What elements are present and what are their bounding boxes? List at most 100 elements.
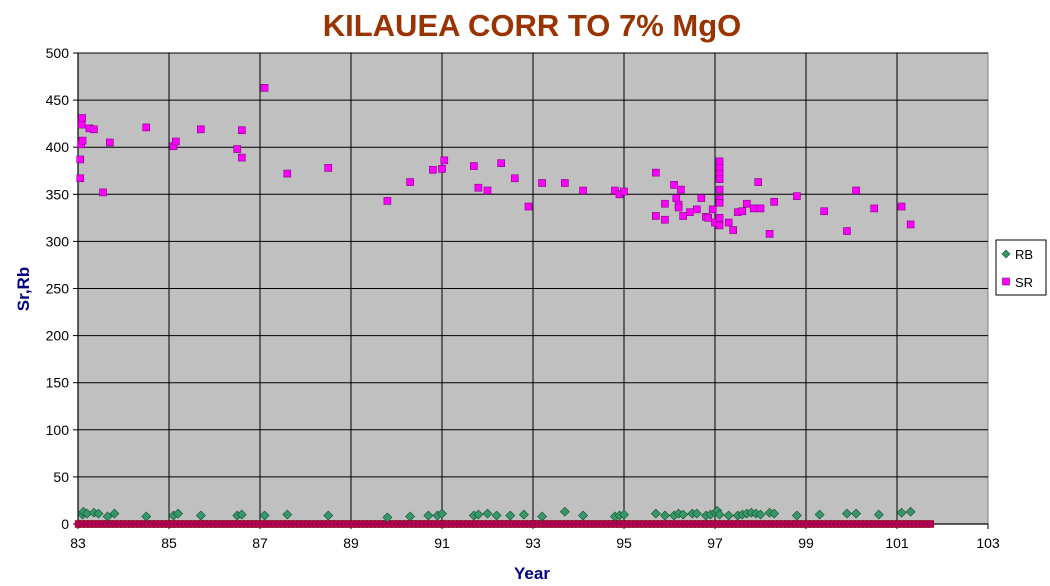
sr-point [238, 126, 246, 135]
rb-point [842, 508, 852, 519]
rb-point [259, 510, 270, 521]
sr-point [724, 218, 733, 227]
sr-point [677, 185, 685, 194]
sr-point [749, 204, 758, 213]
sr-point [440, 156, 449, 165]
x-tick-label: 87 [252, 535, 268, 551]
sr-point [715, 198, 724, 207]
rb-point [102, 511, 113, 522]
legend-sr-label: SR [1015, 275, 1033, 290]
sr-point [106, 138, 114, 147]
tick-labels: 0 50 100 150 200 250 300 350 400 450 500 83 85 87 89 91… [46, 45, 1000, 551]
rb-point [437, 508, 447, 519]
sr-point [715, 157, 724, 166]
sr-point [770, 198, 778, 206]
rb-point [691, 508, 702, 519]
x-tick-label: 99 [798, 535, 814, 551]
rb-point [505, 510, 516, 521]
sr-point [76, 174, 85, 183]
sr-point [793, 192, 801, 200]
sr-point [729, 226, 738, 234]
sr-point [99, 188, 107, 197]
rb-point [537, 511, 548, 522]
sr-point [497, 159, 505, 168]
rb-point [491, 510, 502, 521]
rb-point [769, 508, 780, 519]
sr-point [76, 155, 85, 164]
sr-point [754, 178, 763, 186]
sr-point [561, 179, 569, 187]
rb-point [423, 510, 434, 521]
rb-point [93, 508, 104, 519]
sr-point [474, 183, 483, 192]
sr-point [686, 208, 694, 216]
sr-point [197, 125, 205, 134]
rb-point [109, 508, 120, 519]
y-tick-label: 150 [46, 375, 70, 391]
rb-point [141, 511, 152, 522]
y-tick-label: 250 [46, 281, 70, 297]
sr-point [470, 162, 478, 170]
sr-point [172, 137, 180, 146]
x-tick-label: 97 [707, 535, 723, 551]
rb-point [282, 509, 293, 520]
sr-point [704, 214, 712, 222]
rb-point [650, 508, 661, 519]
y-tick-label: 500 [46, 45, 70, 61]
sr-point [697, 194, 706, 202]
x-axis-title: Year [514, 564, 550, 583]
x-tick-label: 95 [616, 535, 632, 551]
sr-point [283, 169, 292, 178]
sr-point [756, 204, 765, 213]
y-tick-label: 100 [46, 422, 70, 438]
x-tick-label: 101 [885, 535, 909, 551]
sr-point [661, 215, 669, 224]
legend-rb-label: RB [1015, 247, 1033, 262]
sr-point [90, 125, 98, 134]
rb-point [518, 509, 529, 520]
rb-point [851, 508, 861, 519]
sr-point [538, 179, 546, 187]
data-points [74, 84, 935, 528]
sr-point [510, 174, 519, 183]
sr-point [692, 205, 701, 214]
sr-point [652, 212, 660, 220]
x-tick-label: 89 [343, 535, 359, 551]
y-tick-label: 400 [46, 139, 70, 155]
sr-point [661, 199, 669, 208]
sr-point [674, 203, 683, 212]
sr-point [429, 166, 437, 174]
sr-point [324, 164, 333, 172]
x-tick-label: 85 [161, 535, 177, 551]
sr-point [142, 123, 151, 132]
rb-point [559, 506, 570, 517]
rb-point [905, 506, 916, 517]
sr-point [715, 214, 724, 222]
sr-point [679, 212, 687, 220]
gridlines [78, 52, 988, 524]
rb-point [678, 509, 689, 520]
y-tick-label: 50 [53, 469, 69, 485]
sr-point [233, 145, 242, 153]
sr-point [260, 84, 269, 92]
legend-rb-marker-icon [1001, 249, 1011, 259]
sr-point [743, 199, 751, 208]
y-tick-label: 350 [46, 186, 70, 202]
rb-point [814, 509, 825, 520]
sr-point [652, 168, 660, 177]
sr-point [238, 153, 246, 162]
y-tick-label: 450 [46, 92, 70, 108]
sr-point [579, 186, 587, 195]
sr-point [897, 202, 906, 211]
sr-point [708, 205, 717, 214]
sr-point [524, 202, 533, 211]
rb-point [873, 509, 884, 520]
sr-point [78, 136, 87, 145]
rb-point [791, 510, 802, 521]
rb-point [382, 512, 393, 523]
sr-point [820, 207, 829, 216]
rb-point [619, 509, 629, 520]
sr-point [906, 220, 915, 229]
rb-point [896, 507, 907, 518]
